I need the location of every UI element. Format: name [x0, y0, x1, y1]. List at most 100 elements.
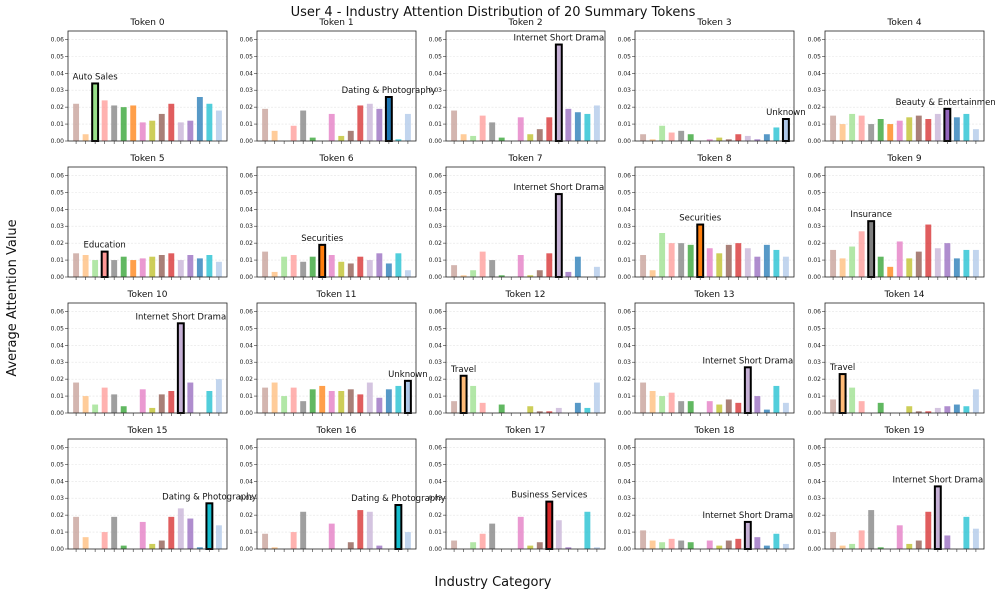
bar-annotation: Auto Sales — [73, 72, 119, 82]
bar — [830, 532, 837, 549]
bar — [763, 545, 770, 549]
bar — [754, 537, 761, 549]
y-tick-label: 0.05 — [429, 53, 443, 60]
bar — [896, 241, 903, 277]
bar — [640, 530, 647, 549]
panel-title: Token 17 — [505, 426, 546, 436]
bar — [290, 387, 297, 413]
panel-frame — [256, 438, 417, 550]
bar — [309, 256, 316, 277]
bar — [896, 120, 903, 141]
bar — [735, 402, 742, 413]
y-tick-label: 0.02 — [51, 376, 65, 383]
bar — [73, 103, 80, 141]
y-tick-label: 0.01 — [429, 529, 443, 536]
bar — [498, 137, 505, 141]
y-axis-label: Average Attention Value — [5, 219, 20, 376]
panel-frame — [824, 438, 985, 550]
bar-annotation: Insurance — [850, 210, 892, 220]
y-tick-label: 0.04 — [51, 70, 65, 77]
bar — [687, 401, 694, 413]
bar — [130, 260, 137, 277]
bar — [168, 253, 175, 277]
y-tick-label: 0.01 — [618, 393, 632, 400]
panel-title: Token 10 — [127, 290, 168, 300]
bar — [101, 532, 108, 549]
bar — [706, 248, 713, 277]
bar — [668, 132, 675, 141]
bar — [347, 389, 354, 413]
y-tick-label: 0.05 — [51, 53, 65, 60]
y-tick-label: 0.03 — [240, 223, 254, 230]
y-tick-label: 0.02 — [618, 240, 632, 247]
panel-token-1: 0.00 0.01 0.02 0.03 0.04 0.05 0.06 Dating & Pho… — [240, 18, 436, 145]
bar — [262, 533, 269, 549]
panel-token-3: 0.00 0.01 0.02 0.03 0.04 0.05 0.06 Unknown Token… — [618, 18, 806, 145]
panel-title: Token 0 — [129, 18, 164, 28]
panel-frame — [824, 30, 985, 142]
bar — [565, 271, 572, 277]
bar-highlighted — [394, 504, 403, 550]
y-tick-label: 0.02 — [240, 512, 254, 519]
y-tick-label: 0.05 — [240, 189, 254, 196]
bar — [187, 120, 194, 141]
y-tick-label: 0.05 — [429, 461, 443, 468]
bar-highlighted — [100, 250, 109, 279]
bar — [555, 407, 562, 413]
bar — [830, 115, 837, 141]
bar — [111, 394, 118, 413]
bar — [168, 516, 175, 549]
bar — [925, 224, 932, 277]
panel-title: Token 8 — [696, 154, 731, 164]
bar — [536, 542, 543, 549]
bar — [963, 249, 970, 277]
panel-token-18: 0.00 0.01 0.02 0.03 0.04 0.05 0.06 Internet Sho… — [618, 426, 795, 553]
bar — [725, 540, 732, 549]
bar — [187, 382, 194, 413]
bar-annotation: Internet Short Drama — [513, 34, 604, 44]
bar — [300, 261, 307, 277]
panel-token-6: 0.00 0.01 0.02 0.03 0.04 0.05 0.06 Securities To… — [240, 154, 417, 281]
bar — [120, 406, 127, 413]
bar — [215, 261, 222, 277]
y-tick-label: 0.00 — [51, 138, 65, 145]
bar — [972, 528, 979, 549]
bar — [262, 108, 269, 141]
bar — [527, 406, 534, 413]
bar — [281, 256, 288, 277]
y-tick-label: 0.04 — [808, 342, 822, 349]
y-tick-label: 0.01 — [51, 257, 65, 264]
y-tick-label: 0.05 — [51, 325, 65, 332]
bar — [517, 117, 524, 141]
y-tick-label: 0.00 — [51, 274, 65, 281]
bar — [668, 243, 675, 277]
y-tick-label: 0.03 — [618, 87, 632, 94]
bar — [915, 115, 922, 141]
y-tick-label: 0.05 — [429, 189, 443, 196]
bar — [309, 137, 316, 141]
y-tick-label: 0.03 — [429, 359, 443, 366]
y-tick-label: 0.03 — [429, 223, 443, 230]
bar — [763, 409, 770, 413]
bar-highlighted — [176, 322, 185, 414]
bar — [953, 258, 960, 277]
y-tick-label: 0.03 — [51, 495, 65, 502]
bar — [271, 271, 278, 277]
bar — [149, 407, 156, 413]
bar — [73, 382, 80, 413]
y-tick-label: 0.02 — [808, 376, 822, 383]
bar — [158, 113, 165, 141]
panel-token-17: 0.00 0.01 0.02 0.03 0.04 0.05 0.06 Business Ser… — [429, 426, 606, 553]
bar — [215, 379, 222, 413]
panel-frame — [445, 30, 606, 142]
bar-annotation: Securities — [301, 234, 343, 244]
bar — [215, 525, 222, 549]
bar — [479, 533, 486, 549]
bar — [906, 258, 913, 277]
y-tick-label: 0.00 — [240, 546, 254, 553]
bar-annotation: Internet Short Drama — [702, 356, 793, 366]
panel-title: Token 18 — [694, 426, 735, 436]
bar — [187, 255, 194, 277]
bar — [887, 124, 894, 141]
